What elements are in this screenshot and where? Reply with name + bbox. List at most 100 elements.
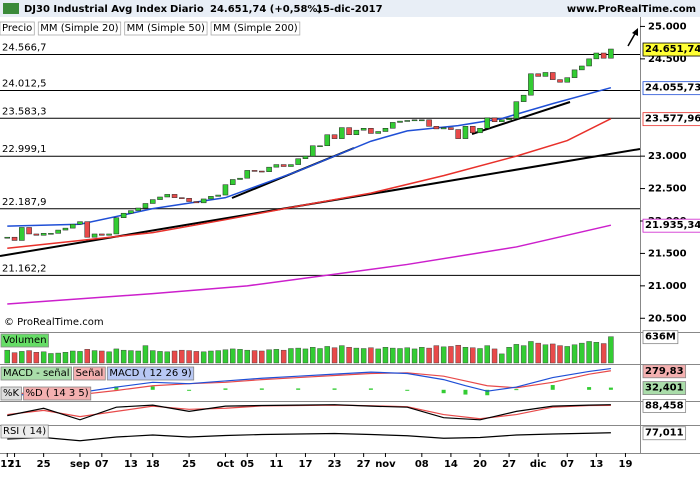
candle <box>513 101 520 119</box>
candle <box>237 177 243 180</box>
last-value-label: 279,83 <box>645 366 684 377</box>
volume-bar <box>470 347 476 364</box>
candle <box>84 221 91 238</box>
candle <box>273 164 280 168</box>
macd-histogram <box>332 388 337 390</box>
x-tick-label: 05 <box>240 459 254 470</box>
candle <box>411 119 418 122</box>
level-label: 24.012,5 <box>2 78 47 89</box>
label-bg <box>106 366 195 381</box>
candle <box>11 236 18 241</box>
candle <box>433 126 440 130</box>
macd-histogram <box>441 389 446 394</box>
last-value-label: 77,011 <box>645 428 684 439</box>
volume-bar <box>397 348 403 364</box>
volume-bar <box>193 351 200 364</box>
x-tick-label: 13 <box>589 459 603 470</box>
volume-bar <box>571 344 578 364</box>
label-bg <box>23 386 92 401</box>
label-bg <box>0 21 35 36</box>
x-tick-label: 08 <box>415 459 429 470</box>
date: 15-dic-2017 <box>316 4 383 15</box>
volume-bar <box>84 349 90 364</box>
x-tick-label: 27 <box>357 459 371 470</box>
candle <box>77 221 83 225</box>
x-tick-label: 14 <box>444 459 458 470</box>
volume-bar <box>244 349 250 364</box>
volume-bar <box>171 350 178 364</box>
candle <box>193 201 200 204</box>
label-bg <box>0 333 49 348</box>
y-tick-label: 25.000 <box>648 21 687 32</box>
label-bg <box>642 218 700 233</box>
candle <box>520 94 527 102</box>
volume-bar <box>19 351 25 364</box>
x-tick-label: 13 <box>124 459 138 470</box>
label-bg <box>642 399 687 413</box>
volume-bar <box>288 348 294 364</box>
last-value-label: 21.935,34 <box>645 220 700 231</box>
legend-item: MM (Simple 20) <box>40 23 118 34</box>
volume-bar <box>404 347 410 364</box>
candle <box>600 52 607 59</box>
volume-bar <box>33 352 40 364</box>
header-bar <box>0 0 700 17</box>
label-bg <box>642 381 687 395</box>
candle <box>360 128 367 131</box>
x-tick-label: 19 <box>618 459 632 470</box>
candle <box>62 227 69 231</box>
label-bg <box>73 366 106 381</box>
candle <box>440 127 447 130</box>
last-value-label: 88,458 <box>645 400 684 411</box>
volume-bar <box>55 352 61 364</box>
volume-bar <box>251 350 258 364</box>
legend-item: Precio <box>2 23 32 34</box>
volume-bar <box>200 351 207 364</box>
candle <box>426 119 432 127</box>
volume-bar <box>411 348 418 364</box>
macd-histogram <box>150 386 155 390</box>
macd-histogram <box>608 387 613 390</box>
volume-bar <box>135 350 141 364</box>
candle <box>4 236 11 239</box>
candle <box>506 118 512 121</box>
volume-bar <box>48 353 54 364</box>
label-bg <box>210 21 301 36</box>
label-bg <box>0 386 22 401</box>
macd-histogram <box>296 388 301 390</box>
candle <box>586 58 592 67</box>
y-tick-label: 21.500 <box>648 248 687 259</box>
label-bg <box>642 112 700 127</box>
last-value-label: 24.055,73 <box>645 83 700 94</box>
x-tick-label: nov <box>375 459 396 470</box>
macd-histogram <box>368 388 373 390</box>
candle <box>33 233 40 236</box>
candle <box>69 223 76 229</box>
macd-histogram <box>550 385 555 390</box>
candle <box>280 164 287 167</box>
volume-bar <box>222 349 229 364</box>
volume-bar <box>273 349 280 364</box>
x-tick-label: 11 <box>269 459 283 470</box>
volume-bar <box>368 347 374 364</box>
label-bg <box>642 426 687 441</box>
x-tick-label: 27 <box>502 459 516 470</box>
volume-bar <box>346 347 352 364</box>
panel-label: MACD - señal <box>3 368 70 379</box>
signal-line <box>7 370 612 396</box>
volume-bar <box>557 345 563 364</box>
x-tick-label: oct <box>217 459 235 470</box>
level-label: 22.999,1 <box>2 144 47 155</box>
candle <box>40 233 47 236</box>
candle <box>535 73 541 77</box>
macd-histogram <box>187 389 192 391</box>
level-label: 24.566,7 <box>2 43 47 54</box>
label-bg <box>124 21 208 36</box>
stochastic-k <box>7 404 611 421</box>
volume-bar <box>317 348 323 364</box>
candle <box>324 134 331 147</box>
volume-bar <box>513 344 520 364</box>
last-quote: 24.651,74 (+0,58%) <box>210 4 322 15</box>
legend-item: MM (Simple 50) <box>127 23 205 34</box>
